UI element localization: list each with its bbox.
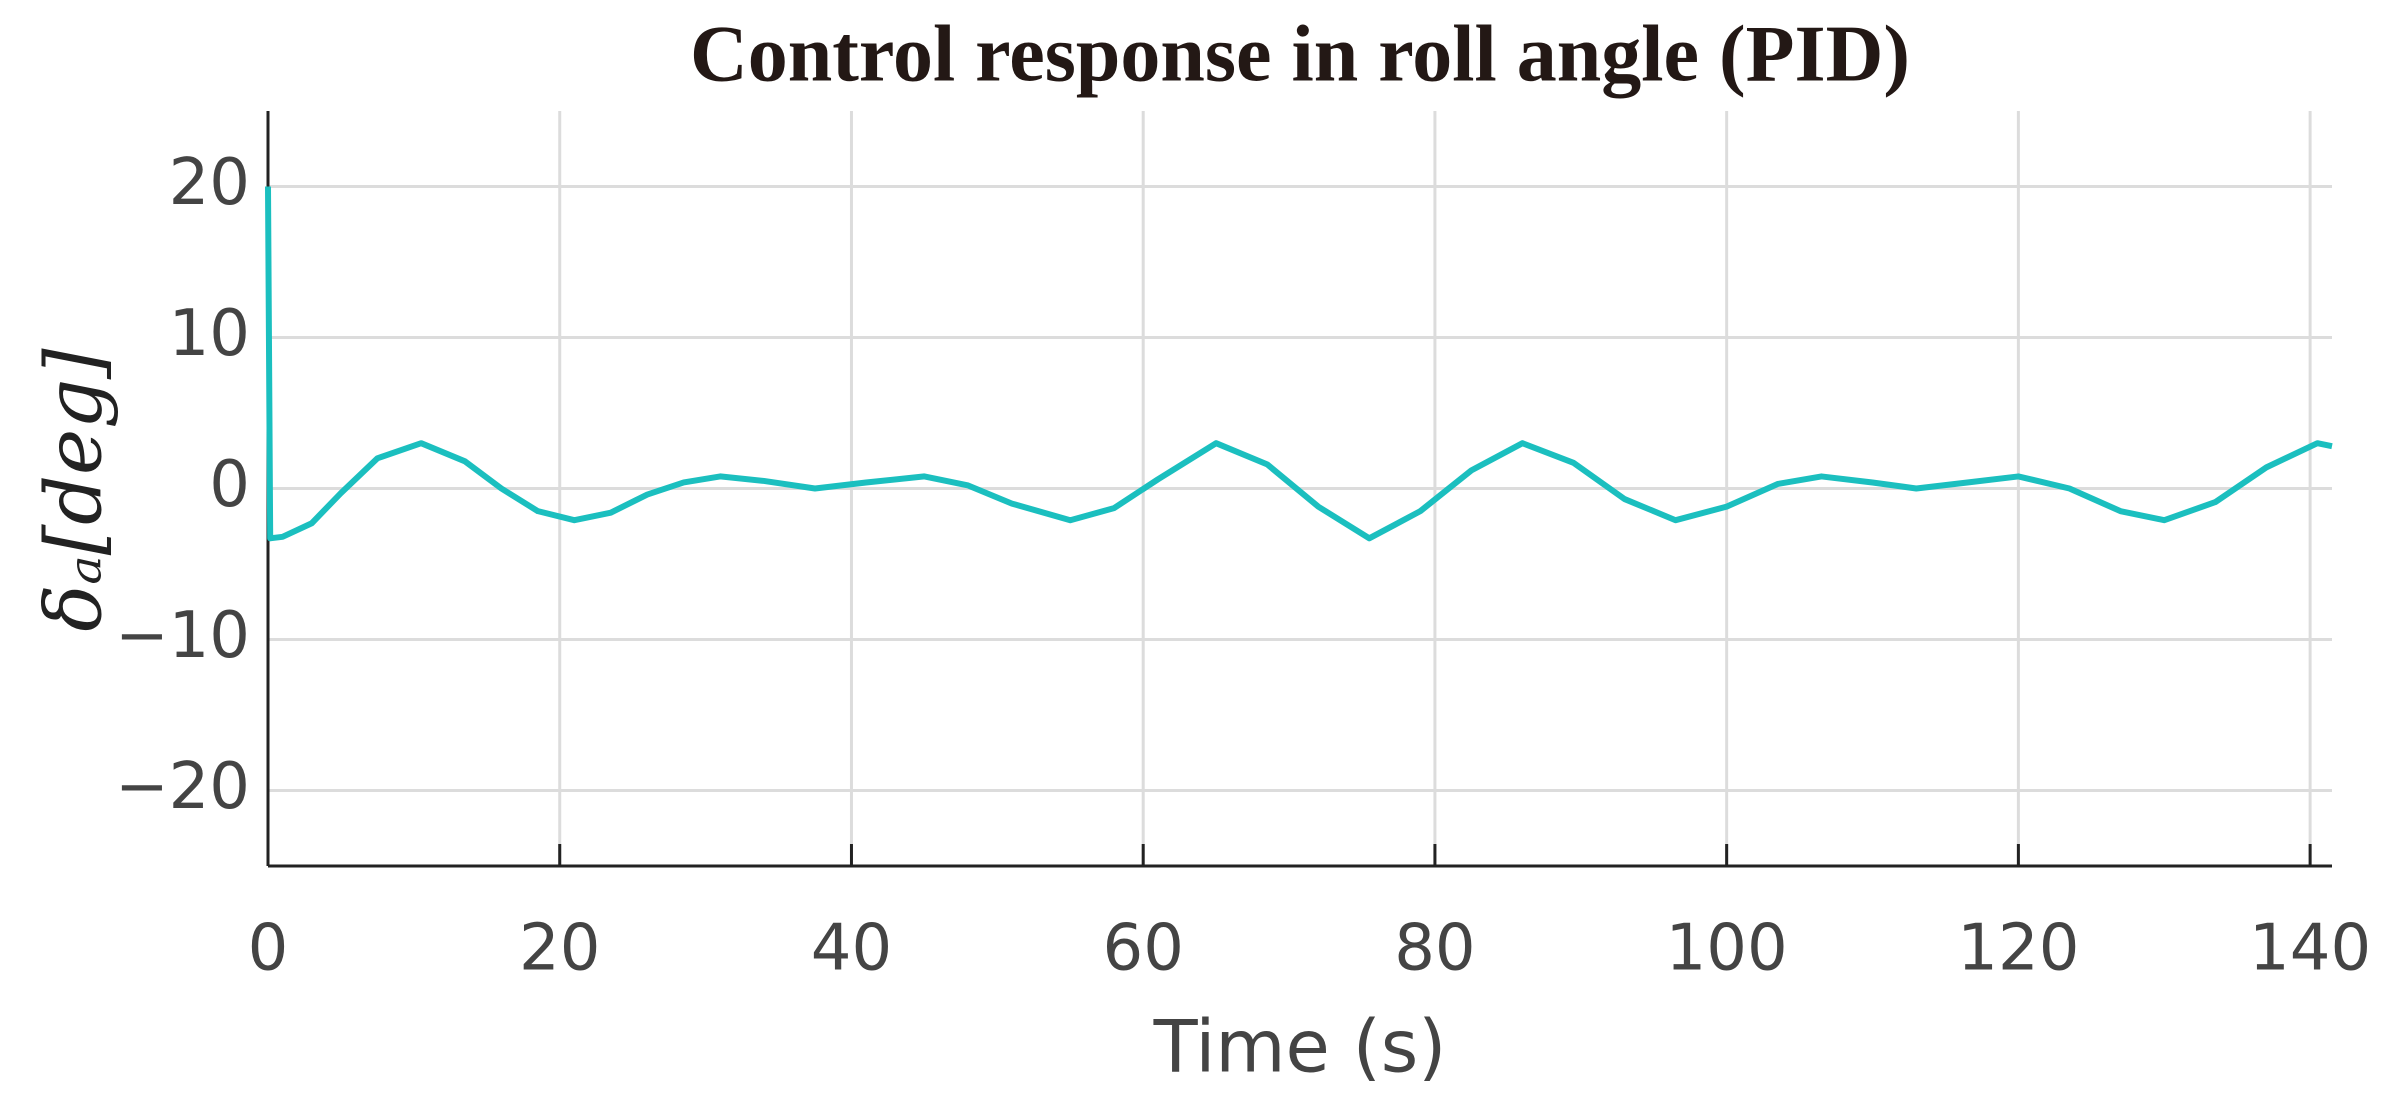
x-tick-label: 0: [248, 912, 289, 986]
chart-title: Control response in roll angle (PID): [690, 10, 1910, 98]
y-tick-label: 0: [209, 448, 250, 522]
x-tick-label: 60: [1102, 912, 1183, 986]
x-tick-label: 40: [811, 912, 892, 986]
x-tick-label: 80: [1394, 912, 1475, 986]
data-line: [265, 186, 2333, 542]
y-axis-label: δₐ[deg]: [30, 348, 120, 632]
y-tick-label: 10: [169, 297, 250, 371]
y-tick-label: −10: [115, 599, 250, 673]
x-tick-label: 100: [1666, 912, 1788, 986]
x-tick-label: 20: [519, 912, 600, 986]
x-tick-label: 140: [2249, 912, 2371, 986]
x-tick-label: 120: [1957, 912, 2079, 986]
y-tick-label: 20: [169, 146, 250, 220]
y-tick-label: −20: [115, 750, 250, 824]
x-axis-label: Time (s): [1153, 1005, 1447, 1089]
